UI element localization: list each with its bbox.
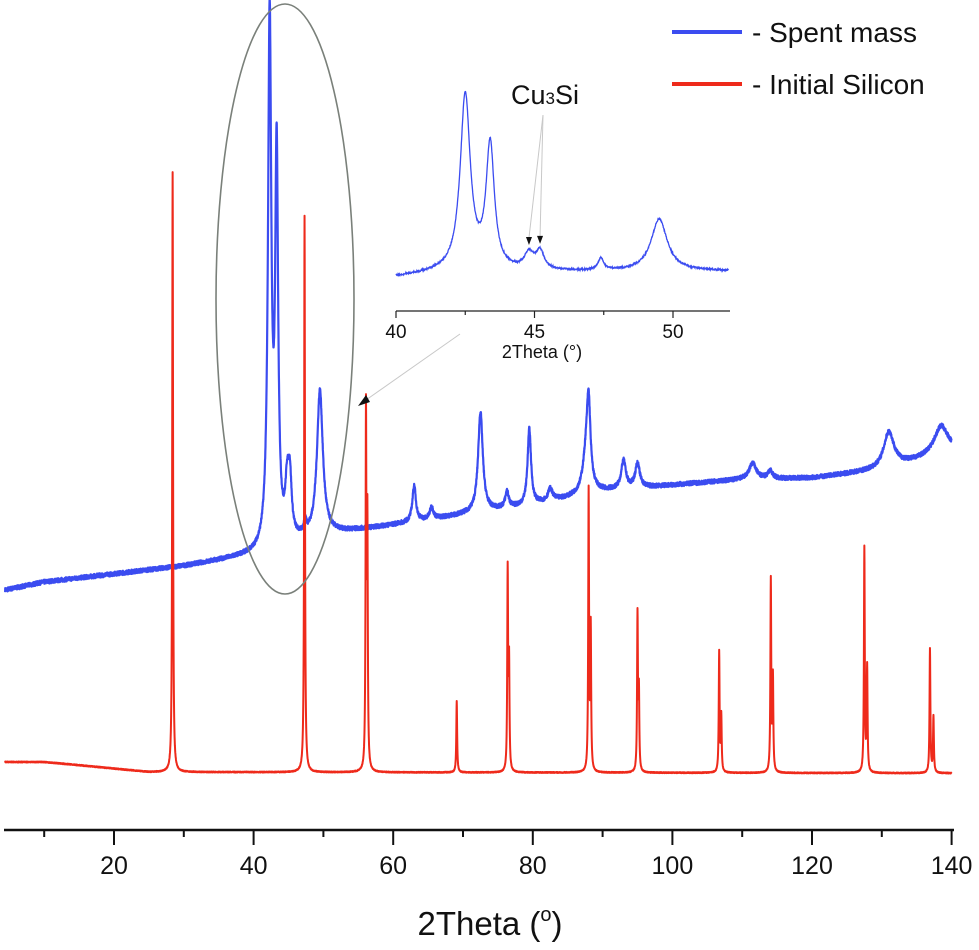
- inset-tick-label: 40: [385, 322, 406, 343]
- cu3si-arrowhead: [525, 236, 532, 245]
- x-tick-label: 20: [100, 852, 128, 880]
- inset-x-axis-label: 2Theta (°): [502, 342, 582, 362]
- inset-tick-label: 50: [662, 322, 683, 343]
- x-tick-label: 120: [791, 852, 833, 880]
- cu3si-arrowhead: [537, 235, 544, 244]
- inset-plot-area: [395, 90, 730, 278]
- x-tick-label: 80: [519, 852, 547, 880]
- cu3si-arrow-line: [528, 114, 544, 239]
- series-line-spent-mass: [4, 0, 953, 593]
- x-axis-label: 2Theta (o): [417, 904, 562, 942]
- x-tick-label: 100: [652, 852, 694, 880]
- highlight-ellipse: [215, 3, 355, 595]
- cu3si-arrow-line: [539, 114, 544, 237]
- x-tick-label: 140: [931, 852, 973, 880]
- legend-label-spent-mass: - Spent mass: [752, 17, 917, 48]
- legend-label-initial-silicon: - Initial Silicon: [752, 69, 925, 100]
- inset-series-line-spent-mass: [395, 90, 730, 278]
- series-line-initial-silicon: [4, 171, 953, 775]
- inset-plot: 40 45 50 2Theta (°) Cu3Si: [385, 80, 730, 362]
- legend: - Spent mass - Initial Silicon: [672, 17, 925, 100]
- inset-tick-label: 45: [524, 322, 545, 343]
- inset-pointer-arrowhead: [358, 395, 370, 406]
- x-axis-ticks: 20 40 60 80 100 120 140: [43, 830, 973, 880]
- cu3si-annotation: Cu3Si: [511, 80, 579, 110]
- cu3si-arrows: [525, 114, 544, 245]
- main-plot-area: [4, 0, 953, 775]
- inset-pointer-line: [365, 333, 461, 401]
- inset-x-axis-ticks: 40 45 50: [385, 311, 684, 343]
- x-tick-label: 60: [379, 852, 407, 880]
- x-tick-label: 40: [240, 852, 268, 880]
